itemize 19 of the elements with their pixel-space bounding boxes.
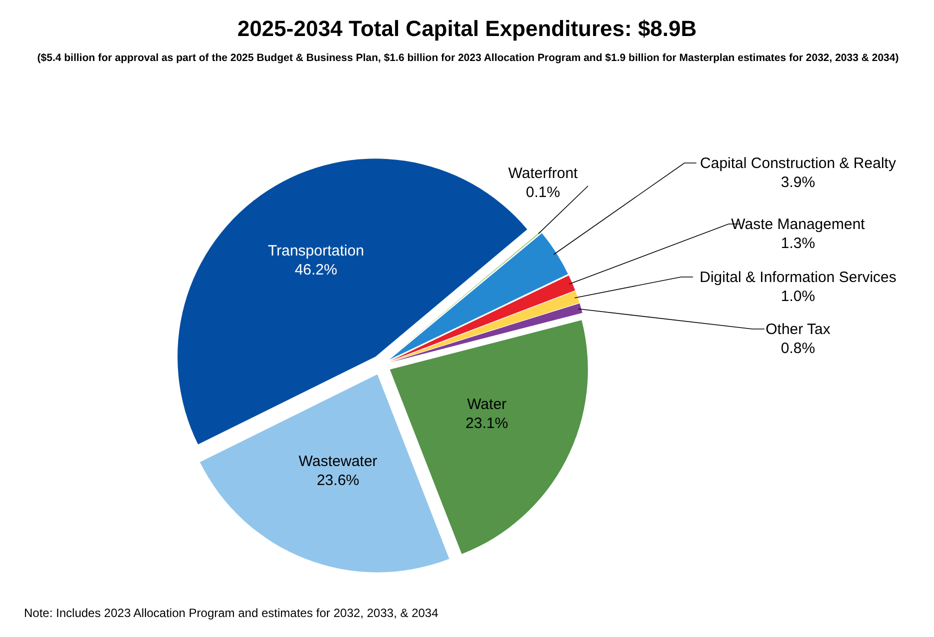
data-label: 23.1% (466, 415, 508, 432)
slice-label: Waste Management (731, 216, 866, 233)
slice-label: Waterfront (508, 165, 579, 182)
data-label: 1.0% (780, 288, 816, 305)
data-label: 0.1% (526, 184, 560, 201)
data-label: 1.3% (780, 235, 816, 252)
slice-label: Wastewater (298, 452, 378, 470)
data-label: 23.6% (316, 472, 360, 489)
slice-label: Water (467, 396, 507, 414)
slice-label: Digital & Information Services (700, 269, 896, 286)
chart-subtitle: ($5.4 billion for approval as part of the 2025 Budget & Business Plan, $1.6 billion for 2023 Allocation Program and $1.9 billion for Masterplan estimates for 2032, 2033 & 2034) (36, 52, 900, 65)
data-label: 3.9% (780, 174, 816, 191)
slice-label: Capital Construction & Realty (700, 155, 896, 172)
data-label: 0.8% (780, 340, 816, 357)
data-label: 46.2% (294, 261, 338, 278)
chart-title: 2025-2034 Total Capital Expenditures: $8.9B (236, 16, 698, 42)
slice-label: Transportation (268, 242, 364, 260)
text: Note: Includes 2023 Allocation Program and estimates for 2032, 2033, & 2034 (24, 606, 438, 620)
slice-label: Other Tax (766, 321, 831, 338)
